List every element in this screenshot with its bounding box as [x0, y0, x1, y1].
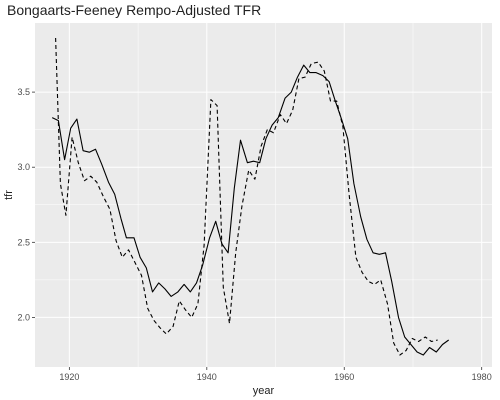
chart-title: Bongaarts-Feeney Rempo-Adjusted TFR	[7, 2, 262, 18]
grid-minor	[35, 23, 492, 367]
y-axis: 2.0 2.5 3.0 3.5	[17, 87, 35, 322]
y-axis-title: tfr	[3, 190, 15, 200]
x-tick-label: 1940	[197, 372, 217, 382]
x-tick-label: 1960	[334, 372, 354, 382]
plot-panel	[35, 23, 492, 367]
y-tick-label: 3.5	[17, 87, 30, 97]
series-layer	[51, 37, 450, 356]
series-line-solid	[51, 64, 450, 356]
series-line-dashed	[55, 37, 438, 356]
x-tick-label: 1980	[472, 372, 492, 382]
y-tick-label: 2.0	[17, 312, 30, 322]
grid-major	[35, 23, 492, 367]
y-tick-label: 3.0	[17, 162, 30, 172]
x-axis-title: year	[253, 385, 275, 397]
x-axis: 1920 1940 1960 1980	[59, 367, 492, 382]
y-tick-label: 2.5	[17, 237, 30, 247]
x-tick-label: 1920	[59, 372, 79, 382]
